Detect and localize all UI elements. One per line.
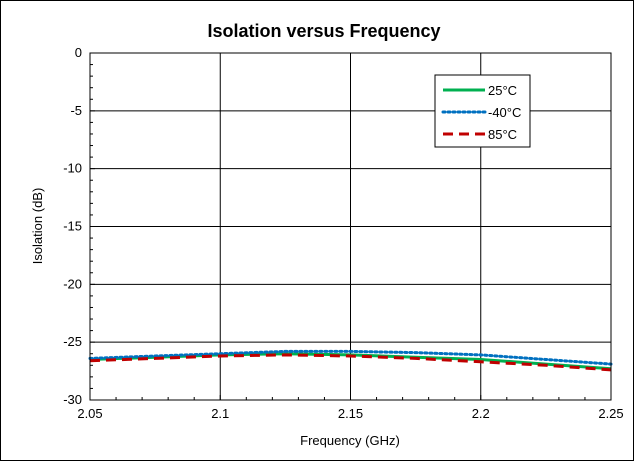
series-lines xyxy=(88,349,613,372)
x-tick-label: 2.1 xyxy=(211,406,229,421)
x-tick-label: 2.15 xyxy=(338,406,363,421)
x-tick-label: 2.2 xyxy=(472,406,490,421)
y-tick-label: -5 xyxy=(70,103,82,118)
y-tick-label: 0 xyxy=(75,45,82,60)
legend-label-2: -40°C xyxy=(488,105,521,120)
chart-title: Isolation versus Frequency xyxy=(207,21,440,41)
y-tick-label: -15 xyxy=(63,219,82,234)
x-axis-label: Frequency (GHz) xyxy=(300,433,400,448)
legend-label-3: 85°C xyxy=(488,127,517,142)
y-tick-labels: 0 -5 -10 -15 -20 -25 -30 xyxy=(63,45,82,407)
legend: 25°C -40°C 85°C xyxy=(434,74,531,148)
x-tick-labels: 2.05 2.1 2.15 2.2 2.25 xyxy=(77,406,623,421)
y-tick-label: -20 xyxy=(63,276,82,291)
y-tick-label: -30 xyxy=(63,392,82,407)
series-line-3 xyxy=(89,353,612,372)
x-tick-label: 2.05 xyxy=(77,406,102,421)
y-tick-label: -25 xyxy=(63,334,82,349)
plot-area xyxy=(89,52,612,401)
legend-label-1: 25°C xyxy=(488,83,517,98)
y-tick-label: -10 xyxy=(63,161,82,176)
series-line-2 xyxy=(88,349,613,366)
y-axis-label: Isolation (dB) xyxy=(30,188,45,265)
x-tick-label: 2.25 xyxy=(598,406,623,421)
